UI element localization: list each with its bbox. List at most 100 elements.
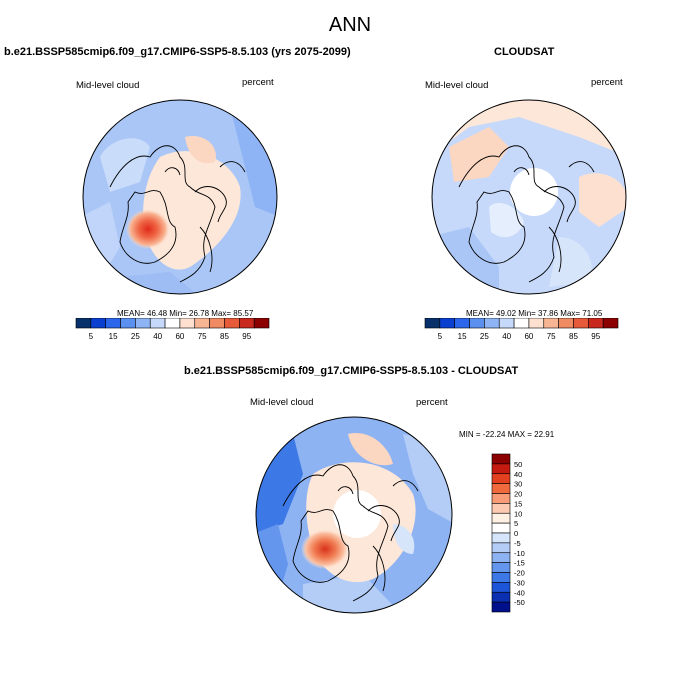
panel3-colorbar-box bbox=[491, 503, 511, 514]
panel1-colorbar-box bbox=[105, 318, 121, 329]
panel3-colorbar-box bbox=[491, 493, 511, 504]
panel2-colorbar-box bbox=[602, 318, 619, 329]
panel1-field-patch bbox=[185, 136, 216, 164]
panel3-colorbar-box bbox=[491, 562, 511, 573]
panel3-colorbar-tick-label: 5 bbox=[514, 519, 518, 528]
panel3-field-patch bbox=[303, 574, 403, 613]
panel2-colorbar-box bbox=[439, 318, 455, 329]
panel3-colorbar-box bbox=[491, 512, 511, 524]
panel2-colorbar-box bbox=[424, 318, 441, 329]
panel1-title: b.e21.BSSP585cmip6.f09_g17.CMIP6-SSP5-8.… bbox=[4, 46, 351, 58]
panel1-colorbar-tick-label: 15 bbox=[109, 332, 118, 341]
panel3-colorbar-box bbox=[491, 582, 511, 593]
panel3-units: percent bbox=[416, 397, 448, 408]
panel3-colorbar-box bbox=[491, 552, 511, 563]
panel3-colorbar-tick-label: 40 bbox=[514, 470, 522, 479]
panel3-colorbar-tick-label: 10 bbox=[514, 509, 522, 518]
panel1-colorbar-tick-label: 95 bbox=[242, 332, 251, 341]
panel1-colorbar-box bbox=[209, 318, 225, 329]
panel2-colorbar-tick-label: 75 bbox=[547, 332, 556, 341]
panel1-map bbox=[82, 99, 278, 295]
panel2-units: percent bbox=[591, 77, 623, 88]
panel3-colorbar-tick-label: -50 bbox=[514, 598, 525, 607]
panel2-map bbox=[431, 99, 627, 295]
panel1-colorbar-tick-label: 85 bbox=[220, 332, 229, 341]
panel1-units: percent bbox=[242, 77, 274, 88]
panel1-colorbar-boxes bbox=[75, 318, 270, 329]
panel3-map bbox=[255, 416, 453, 614]
panel3-field-patch bbox=[348, 433, 393, 466]
panel1-colorbar-box bbox=[164, 318, 181, 329]
panel3-title: b.e21.BSSP585cmip6.f09_g17.CMIP6-SSP5-8.… bbox=[184, 365, 519, 377]
panel3-field-maximum bbox=[301, 529, 349, 569]
panel2-colorbar-tick-label: 40 bbox=[502, 332, 511, 341]
panel1-colorbar-box bbox=[90, 318, 106, 329]
panel2-colorbar-tick-label: 15 bbox=[458, 332, 467, 341]
panel2-colorbar-box bbox=[528, 318, 545, 329]
panel2-colorbar: 5 15 25 40 60 75 85 95 bbox=[424, 318, 619, 341]
panel2-stats: MEAN= 49.02 Min= 37.86 Max= 71.05 bbox=[466, 309, 603, 318]
figure-title: ANN bbox=[328, 14, 372, 36]
panel2-colorbar-ticks: 5 15 25 40 60 75 85 95 bbox=[438, 332, 601, 341]
panel1-colorbar: 5 15 25 40 60 75 85 95 bbox=[75, 318, 270, 341]
panel2-title: CLOUDSAT bbox=[494, 46, 555, 58]
panel3-colorbar-tick-label: 50 bbox=[514, 460, 522, 469]
panel2-colorbar-tick-label: 25 bbox=[480, 332, 489, 341]
panel2-field-patch bbox=[489, 202, 524, 238]
panel1-colorbar-tick-label: 5 bbox=[89, 332, 94, 341]
panel1-stats: MEAN= 46.48 Min= 26.78 Max= 85.57 bbox=[117, 309, 254, 318]
panel3-stats: MIN = -22.24 MAX = 22.91 bbox=[459, 430, 555, 439]
panel2-colorbar-box bbox=[484, 318, 500, 329]
panel2-colorbar-box bbox=[454, 318, 470, 329]
panel3-colorbar-tick-label: -10 bbox=[514, 549, 525, 558]
panel3-pole-hole bbox=[333, 490, 381, 538]
panel3-colorbar-box bbox=[491, 601, 511, 613]
panel1-colorbar-box bbox=[224, 318, 240, 329]
panel3-field-patch bbox=[393, 524, 415, 554]
panel1-map-frame bbox=[82, 99, 278, 295]
panel3-colorbar-tick-label: -30 bbox=[514, 578, 525, 587]
panel1-colorbar-box bbox=[75, 318, 92, 329]
panel3-colorbar-box bbox=[491, 532, 511, 544]
panel1-variable: Mid-level cloud bbox=[76, 80, 140, 91]
panel3-colorbar-box bbox=[491, 572, 511, 583]
panel1-colorbar-ticks: 5 15 25 40 60 75 85 95 bbox=[89, 332, 252, 341]
panel2-colorbar-tick-label: 85 bbox=[569, 332, 578, 341]
panel1-colorbar-tick-label: 25 bbox=[131, 332, 140, 341]
panel2-colorbar-tick-label: 95 bbox=[591, 332, 600, 341]
panel3-colorbar-tick-label: 20 bbox=[514, 490, 522, 499]
panel2-colorbar-box bbox=[498, 318, 515, 329]
panel3-colorbar-tick-label: 15 bbox=[514, 499, 522, 508]
panel2-colorbar-box bbox=[469, 318, 485, 329]
panel1-colorbar-box bbox=[149, 318, 166, 329]
panel2-colorbar-tick-label: 60 bbox=[524, 332, 533, 341]
panel3-colorbar-box bbox=[491, 463, 511, 475]
panel1-colorbar-tick-label: 40 bbox=[153, 332, 162, 341]
panel2-colorbar-box bbox=[573, 318, 589, 329]
panel2-colorbar-boxes bbox=[424, 318, 619, 329]
panel2-pole-hole bbox=[510, 168, 558, 216]
panel2-colorbar-box bbox=[558, 318, 574, 329]
panel2-field-patch bbox=[449, 127, 509, 182]
panel3-colorbar-tick-label: -15 bbox=[514, 559, 525, 568]
panel3-colorbar-box bbox=[491, 591, 511, 603]
panel1-colorbar-tick-label: 75 bbox=[198, 332, 207, 341]
panel3-coastlines bbox=[282, 464, 419, 602]
panel1-colorbar-box bbox=[179, 318, 196, 329]
panel2-colorbar-box bbox=[543, 318, 559, 329]
panel1-colorbar-box bbox=[194, 318, 210, 329]
panel3-colorbar-boxes bbox=[491, 453, 511, 613]
panel2-colorbar-tick-label: 5 bbox=[438, 332, 443, 341]
panel1-colorbar-tick-label: 60 bbox=[175, 332, 184, 341]
panel1-field-maximum bbox=[126, 209, 170, 249]
panel3-colorbar-tick-label: 0 bbox=[514, 529, 518, 538]
panel3-colorbar-tick-label: -20 bbox=[514, 569, 525, 578]
panel3-colorbar-box bbox=[491, 483, 511, 494]
panel1-colorbar-box bbox=[120, 318, 136, 329]
panel3-variable: Mid-level cloud bbox=[250, 397, 314, 408]
panel3-colorbar-box bbox=[491, 453, 511, 465]
panel2-variable: Mid-level cloud bbox=[425, 80, 489, 91]
panel3-colorbar-tick-label: -40 bbox=[514, 588, 525, 597]
